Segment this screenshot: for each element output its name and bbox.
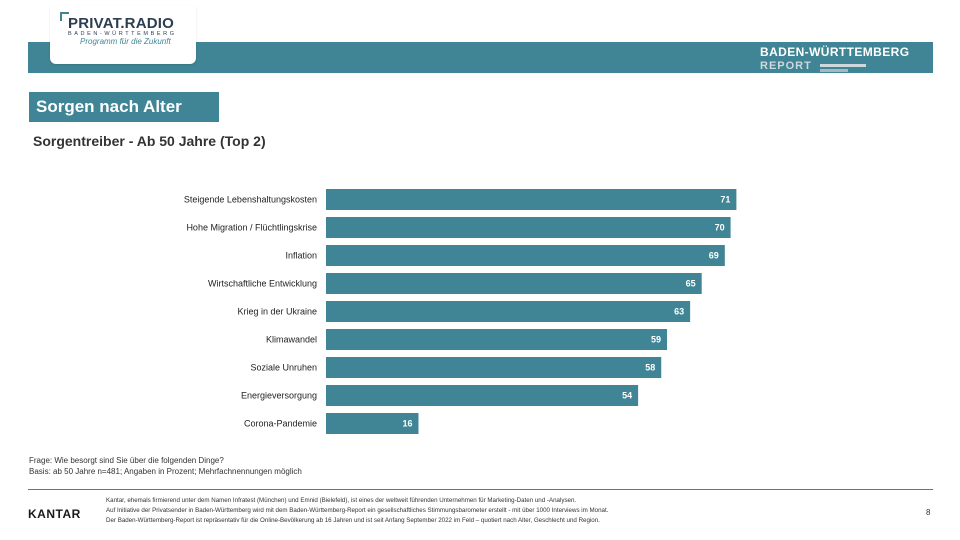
- page-number: 8: [926, 508, 931, 517]
- survey-question-note: Frage: Wie besorgt sind Sie über die fol…: [29, 455, 302, 477]
- data-label: 54: [622, 391, 632, 401]
- section-title: Sorgen nach Alter: [29, 92, 219, 122]
- bar: [326, 357, 662, 378]
- report-logo-bar: [820, 64, 866, 67]
- bar: [326, 385, 639, 406]
- bar: [326, 245, 725, 266]
- report-logo-bar: [820, 69, 848, 72]
- bar: [326, 273, 702, 294]
- footer-line: Auf Initiative der Privatsender in Baden…: [106, 507, 609, 514]
- privat-radio-logo: PRIVAT.RADIO BADEN-WÜRTTEMBERG Programm …: [50, 6, 196, 64]
- logo-tagline: Programm für die Zukunft: [80, 37, 171, 46]
- basis-text: Basis: ab 50 Jahre n=481; Angaben in Pro…: [29, 467, 302, 476]
- kantar-logo: KANTAR: [28, 507, 81, 521]
- footer-divider: [28, 489, 933, 490]
- question-text: Frage: Wie besorgt sind Sie über die fol…: [29, 456, 224, 465]
- data-label: 16: [402, 419, 412, 429]
- footer-line: Kantar, ehemals firmierend unter dem Nam…: [106, 497, 577, 504]
- category-label: Inflation: [285, 251, 317, 261]
- data-label: 63: [674, 307, 684, 317]
- category-label: Krieg in der Ukraine: [237, 307, 317, 317]
- data-label: 70: [715, 223, 725, 233]
- bar: [326, 329, 668, 350]
- data-label: 58: [645, 363, 655, 373]
- data-label: 65: [686, 279, 696, 289]
- category-label: Soziale Unruhen: [250, 363, 317, 373]
- bar: [326, 413, 419, 434]
- logo-main-text: PRIVAT.RADIO: [68, 15, 175, 32]
- report-logo-line2-wrap: REPORT: [760, 60, 922, 72]
- data-label: 71: [720, 195, 730, 205]
- category-label: Hohe Migration / Flüchtlingskrise: [186, 223, 317, 233]
- logo-sub-text: BADEN-WÜRTTEMBERG: [68, 31, 177, 37]
- logo-corner-mark: [60, 12, 69, 21]
- category-label: Corona-Pandemie: [244, 419, 317, 429]
- category-label: Energieversorgung: [241, 391, 317, 401]
- bar: [326, 189, 737, 210]
- chart-subtitle: Sorgentreiber - Ab 50 Jahre (Top 2): [33, 133, 266, 149]
- category-label: Steigende Lebenshaltungskosten: [184, 195, 317, 205]
- report-logo-word: REPORT: [760, 60, 812, 72]
- bar-chart: Steigende Lebenshaltungskosten 71 Hohe Mig…: [184, 189, 737, 434]
- data-label: 59: [651, 335, 661, 345]
- report-logo-line1: BADEN-WÜRTTEMBERG: [760, 45, 910, 59]
- bar: [326, 301, 691, 322]
- footer-disclaimer: Kantar, ehemals firmierend unter dem Nam…: [106, 496, 886, 526]
- data-label: 69: [709, 251, 719, 261]
- footer-line: Der Baden-Württemberg-Report ist repräse…: [106, 517, 600, 524]
- bw-report-logo: BADEN-WÜRTTEMBERG REPORT: [760, 45, 922, 72]
- bar: [326, 217, 731, 238]
- category-label: Klimawandel: [266, 335, 317, 345]
- category-label: Wirtschaftliche Entwicklung: [208, 279, 317, 289]
